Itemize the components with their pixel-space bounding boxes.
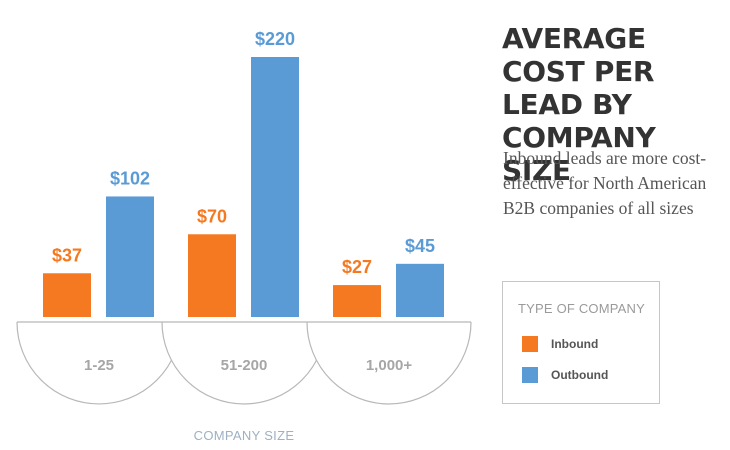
category-label-2: 51-200 (221, 357, 268, 374)
legend-label-inbound: Inbound (551, 337, 599, 351)
chart-title: AVERAGE COST PER LEAD BY COMPANY SIZE (502, 22, 656, 187)
category-arc-3 (306, 321, 472, 405)
bar-outbound-3 (396, 263, 444, 317)
bar-outbound-2 (251, 57, 299, 317)
bar-inbound-1 (43, 273, 91, 317)
legend-swatch-inbound (522, 336, 538, 352)
data-label-inbound-3: $27 (342, 257, 372, 277)
category-label-3: 1,000+ (366, 357, 413, 374)
bar-inbound-2 (188, 234, 236, 317)
bar-inbound-3 (333, 285, 381, 317)
data-label-outbound-3: $45 (405, 236, 435, 256)
data-label-inbound-2: $70 (197, 206, 227, 226)
x-axis-label: COMPANY SIZE (194, 428, 295, 443)
data-label-inbound-1: $37 (52, 245, 82, 265)
bar-outbound-1 (106, 196, 154, 317)
chart-subtitle: Inbound leads are more cost-effective fo… (503, 148, 707, 218)
category-label-1: 1-25 (84, 357, 114, 374)
legend-label-outbound: Outbound (551, 368, 609, 382)
data-label-outbound-1: $102 (110, 168, 150, 188)
legend-title: TYPE OF COMPANY (518, 301, 645, 316)
data-label-outbound-2: $220 (255, 29, 295, 49)
legend: TYPE OF COMPANY Inbound Outbound (502, 281, 660, 404)
legend-swatch-outbound (522, 367, 538, 383)
